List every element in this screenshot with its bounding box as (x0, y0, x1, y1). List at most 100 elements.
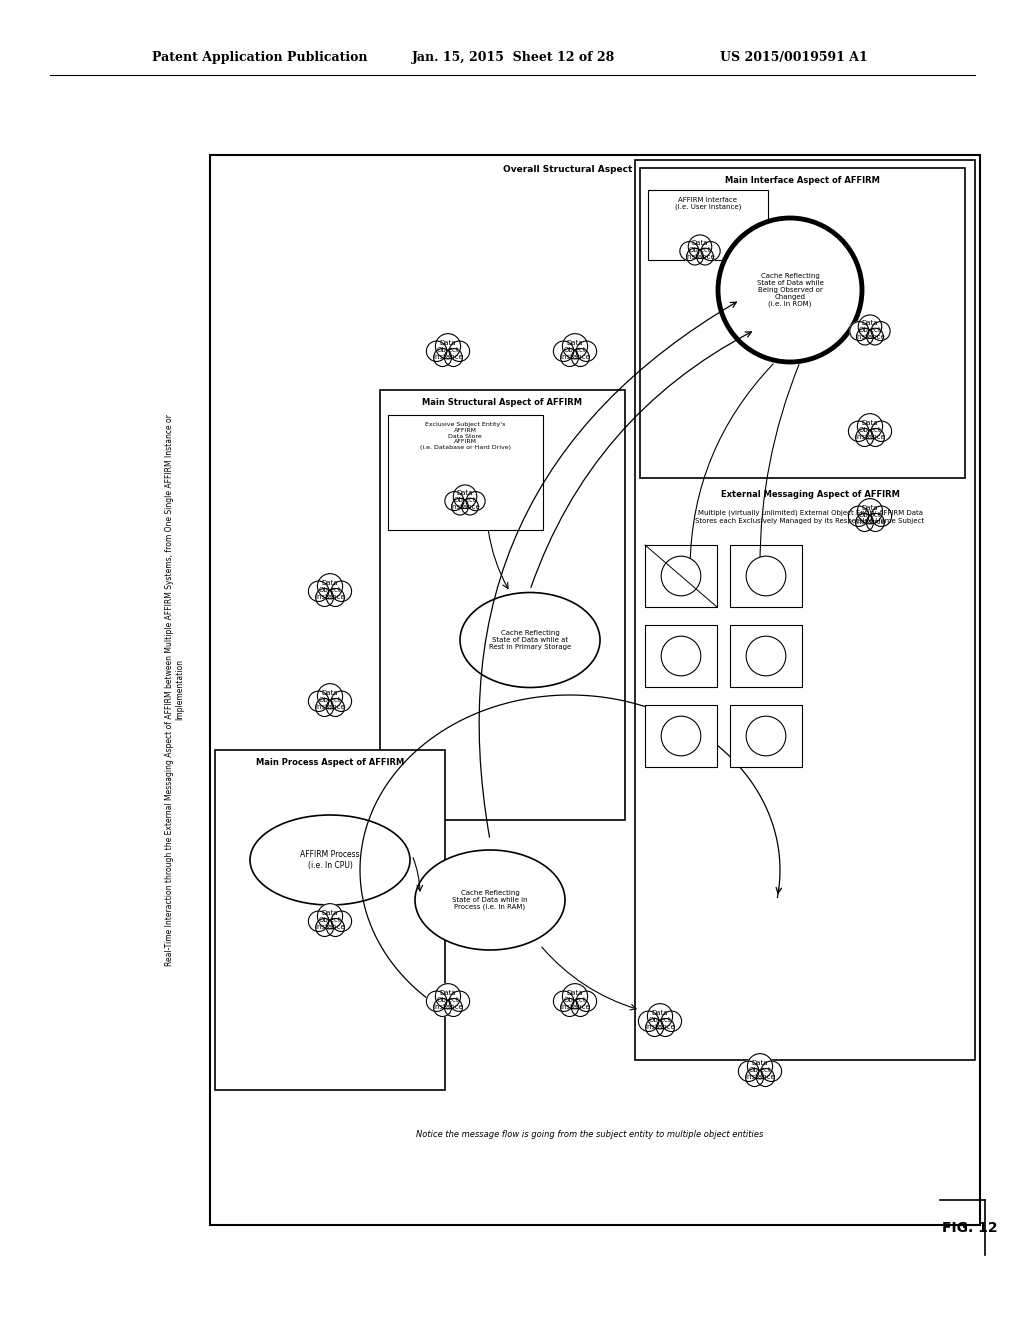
FancyBboxPatch shape (388, 414, 543, 531)
Text: Data
Object
Instance: Data Object Instance (855, 420, 885, 440)
Circle shape (686, 248, 703, 265)
Text: Data
Object
Instance: Data Object Instance (645, 1010, 675, 1030)
FancyBboxPatch shape (645, 624, 717, 686)
Circle shape (745, 1068, 764, 1086)
Text: Data
Object
Instance: Data Object Instance (315, 690, 345, 710)
FancyBboxPatch shape (730, 705, 802, 767)
Circle shape (553, 341, 573, 362)
Circle shape (850, 322, 869, 341)
Circle shape (849, 421, 868, 441)
FancyBboxPatch shape (380, 389, 625, 820)
Circle shape (562, 983, 588, 1008)
Text: Data
Object
Instance: Data Object Instance (855, 319, 885, 341)
Text: External Messaging Aspect of AFFIRM: External Messaging Aspect of AFFIRM (721, 490, 899, 499)
Text: Main Process Aspect of AFFIRM: Main Process Aspect of AFFIRM (256, 758, 404, 767)
Circle shape (856, 329, 873, 345)
Text: Data
Object
Instance: Data Object Instance (855, 506, 885, 525)
Circle shape (577, 341, 597, 362)
Circle shape (645, 1019, 664, 1036)
Circle shape (696, 248, 714, 265)
Circle shape (871, 421, 892, 441)
Circle shape (746, 556, 785, 595)
Circle shape (856, 429, 873, 446)
Circle shape (858, 315, 882, 338)
Text: Data
Object
Instance: Data Object Instance (560, 341, 590, 360)
Circle shape (748, 1053, 772, 1078)
Circle shape (746, 717, 785, 756)
Circle shape (553, 991, 573, 1011)
Text: AFFIRM Process
(i.e. In CPU): AFFIRM Process (i.e. In CPU) (300, 850, 359, 870)
Ellipse shape (460, 593, 600, 688)
Text: Main Structural Aspect of AFFIRM: Main Structural Aspect of AFFIRM (423, 399, 583, 407)
Circle shape (444, 491, 464, 511)
Circle shape (757, 1068, 774, 1086)
Circle shape (426, 341, 446, 362)
Circle shape (331, 692, 351, 711)
Circle shape (331, 581, 351, 602)
Circle shape (435, 334, 461, 359)
Circle shape (560, 998, 579, 1016)
Circle shape (662, 636, 700, 676)
FancyBboxPatch shape (730, 624, 802, 686)
Text: Cache Reflecting
State of Data while in
Process (i.e. In RAM): Cache Reflecting State of Data while in … (453, 890, 527, 911)
Circle shape (746, 636, 785, 676)
Circle shape (433, 348, 452, 367)
Circle shape (315, 698, 334, 717)
Circle shape (308, 911, 329, 932)
Circle shape (656, 1019, 675, 1036)
Circle shape (647, 1003, 673, 1028)
FancyBboxPatch shape (640, 168, 965, 478)
Circle shape (452, 498, 468, 515)
Circle shape (857, 413, 883, 438)
Text: Exclusive Subject Entity's
AFFIRM
Data Store
AFFIRM
(i.e. Database or Hard Drive: Exclusive Subject Entity's AFFIRM Data S… (420, 422, 511, 450)
Text: Real-Time Interaction through the External Messaging Aspect of AFFIRM between Mu: Real-Time Interaction through the Extern… (165, 414, 184, 966)
Text: Data
Object
Instance: Data Object Instance (433, 341, 463, 360)
FancyBboxPatch shape (645, 705, 717, 767)
Text: Data
Object
Instance: Data Object Instance (560, 990, 590, 1010)
Circle shape (317, 684, 343, 709)
Circle shape (444, 348, 463, 367)
Text: FIG. 12: FIG. 12 (942, 1221, 997, 1236)
Circle shape (317, 574, 343, 599)
Circle shape (315, 589, 334, 606)
Circle shape (571, 348, 590, 367)
Circle shape (871, 322, 890, 341)
Text: Overall Structural Aspect of AFFIRM: Overall Structural Aspect of AFFIRM (503, 165, 687, 174)
Ellipse shape (415, 850, 565, 950)
Circle shape (327, 919, 344, 936)
Ellipse shape (250, 814, 410, 906)
Text: Jan. 15, 2015  Sheet 12 of 28: Jan. 15, 2015 Sheet 12 of 28 (412, 51, 615, 65)
Circle shape (454, 484, 477, 508)
Circle shape (435, 983, 461, 1008)
Circle shape (871, 506, 892, 527)
Circle shape (662, 1011, 682, 1031)
Text: Multiple (virtually unlimited) External Object Entity AFFIRM Data
Stores each Ex: Multiple (virtually unlimited) External … (695, 510, 925, 524)
Text: AFFIRM Interface
(i.e. User Instance): AFFIRM Interface (i.e. User Instance) (675, 197, 741, 210)
Circle shape (761, 1061, 781, 1081)
Circle shape (327, 589, 344, 606)
Text: Patent Application Publication: Patent Application Publication (152, 51, 368, 65)
Circle shape (562, 334, 588, 359)
FancyBboxPatch shape (210, 154, 980, 1225)
Circle shape (866, 429, 885, 446)
Circle shape (450, 991, 470, 1011)
Text: Data
Object
Instance: Data Object Instance (685, 240, 715, 260)
Circle shape (308, 692, 329, 711)
Text: Data
Object
Instance: Data Object Instance (745, 1060, 775, 1080)
Circle shape (444, 998, 463, 1016)
Circle shape (688, 235, 712, 259)
Circle shape (701, 242, 720, 260)
Text: Data
Object
Instance: Data Object Instance (433, 990, 463, 1010)
Text: Data
Object
Instance: Data Object Instance (315, 909, 345, 931)
Circle shape (466, 491, 485, 511)
Circle shape (638, 1011, 658, 1031)
Circle shape (738, 1061, 759, 1081)
Circle shape (560, 348, 579, 367)
Circle shape (315, 919, 334, 936)
Circle shape (680, 242, 698, 260)
FancyBboxPatch shape (648, 190, 768, 260)
Text: Data
Object
Instance: Data Object Instance (315, 579, 345, 601)
Text: Main Interface Aspect of AFFIRM: Main Interface Aspect of AFFIRM (725, 176, 880, 185)
Circle shape (571, 998, 590, 1016)
Circle shape (450, 341, 470, 362)
